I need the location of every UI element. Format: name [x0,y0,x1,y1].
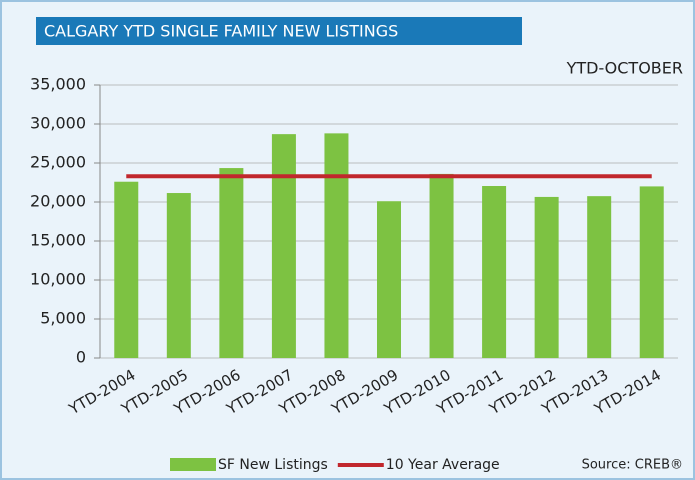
legend-swatch [170,458,216,471]
y-tick-label: 0 [76,348,86,367]
bar [587,196,612,358]
chart-title: CALGARY YTD SINGLE FAMILY NEW LISTINGS [44,22,398,41]
y-tick-label: 20,000 [30,192,86,211]
source: Source: CREB® [582,458,683,473]
bar [271,134,296,358]
annotation: YTD-OCTOBER [566,59,683,78]
bar [429,173,454,358]
y-tick-label: 5,000 [40,309,86,328]
y-tick-label: 10,000 [30,270,86,289]
bar [534,196,559,358]
y-tick-label: 35,000 [30,75,86,94]
y-tick-label: 25,000 [30,153,86,172]
y-tick-label: 30,000 [30,114,86,133]
legend-label: SF New Listings [218,457,328,473]
y-tick-label: 15,000 [30,231,86,250]
bar [219,168,244,358]
bar [482,186,507,358]
bar [639,186,664,358]
bar [166,193,191,358]
bar [114,181,139,358]
title-box [36,17,522,45]
bar [324,133,349,358]
bar [377,201,401,358]
legend-label: 10 Year Average [386,457,500,473]
